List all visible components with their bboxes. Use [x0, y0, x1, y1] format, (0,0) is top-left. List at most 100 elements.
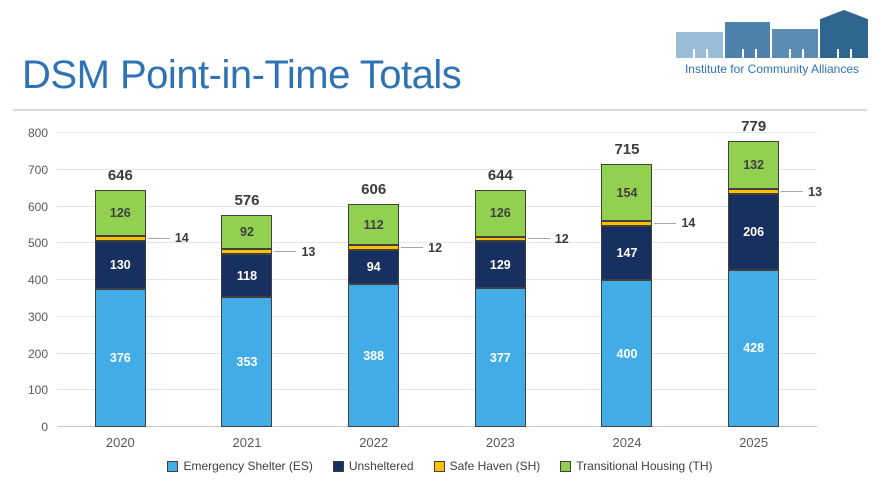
gridline: [57, 205, 817, 207]
logo-building-ticks: [682, 49, 717, 58]
segment-value-label: 94: [366, 260, 381, 275]
bar-segment: [474, 236, 526, 242]
stacked-bar: 644 377 129 12 126: [474, 167, 569, 427]
x-axis-label: 2021: [232, 435, 262, 450]
bar-column: 646 376 130 14 126: [57, 133, 189, 427]
bar-total-label: 646: [107, 166, 133, 184]
logo-house-icon: [820, 10, 868, 58]
segment-value-label: 126: [489, 206, 511, 221]
gridline: [57, 352, 817, 354]
bar-segment: 126: [94, 189, 146, 236]
stacked-bar: 606 388 94 12 112: [348, 181, 442, 427]
bar-column: 779 428 206 13 132: [690, 118, 822, 427]
segment-value-label: 14: [681, 216, 696, 231]
segment-value-label: 353: [236, 355, 258, 370]
segment-value-label: 129: [489, 257, 511, 272]
segment-value-label: 13: [301, 244, 316, 259]
leader-callout: 13: [274, 245, 315, 259]
bar-column: 644 377 129 12 126: [437, 133, 569, 427]
y-tick-label: 200: [27, 346, 48, 361]
segment-value-label: 132: [743, 158, 765, 172]
bar-segment: 428: [728, 269, 780, 427]
segment-value-label: 377: [489, 350, 511, 365]
segment-value-label: 12: [554, 231, 569, 246]
segment-value-label: 154: [616, 185, 638, 200]
legend-item: Unsheltered: [332, 459, 414, 473]
gridline: [57, 426, 817, 427]
legend-item: Safe Haven (SH): [433, 459, 540, 473]
x-axis-label: 2022: [359, 435, 389, 450]
leader-callout: 12: [401, 241, 442, 255]
segment-value-label: 12: [428, 240, 443, 255]
bar-segment: 129: [474, 241, 526, 289]
x-axis-label: 2023: [485, 435, 515, 450]
segment-value-label: 13: [808, 184, 823, 199]
gridline: [57, 168, 817, 170]
leader-line: [147, 237, 170, 239]
logo-building-icon: [772, 29, 818, 58]
logo-building-ticks: [826, 49, 862, 58]
bar-segment: 147: [601, 225, 653, 280]
bar-segment: 376: [94, 288, 146, 427]
bar-segment: 112: [348, 204, 400, 246]
legend-label: Emergency Shelter (ES): [183, 459, 313, 473]
leader-line: [274, 251, 297, 253]
bar-column: 715 400 147 14 154: [564, 133, 695, 427]
segment-value-label: 428: [743, 341, 765, 356]
gridline: [57, 279, 817, 280]
y-tick-label: 600: [27, 199, 48, 214]
leader-line: [527, 238, 550, 240]
segment-value-label: 14: [174, 231, 189, 246]
plot-area: 646 376 130 14 126 576 353 118 13 92 606 388 94 12 112…: [57, 118, 822, 427]
segment-value-label: 112: [363, 217, 384, 232]
bar-segment: [348, 245, 400, 250]
y-tick-label: 300: [27, 309, 48, 324]
bar-segment: 388: [348, 284, 400, 427]
bar-segment: 206: [728, 194, 780, 270]
gridline: [57, 132, 817, 133]
segment-value-label: 126: [109, 205, 131, 220]
legend-swatch-icon: [560, 460, 572, 472]
page-title: DSM Point-in-Time Totals: [22, 53, 462, 97]
gridline: [57, 389, 817, 391]
bar-segment: [601, 220, 653, 226]
leader-line: [401, 247, 424, 249]
segment-value-label: 206: [743, 224, 765, 239]
x-axis-label: 2024: [612, 435, 642, 450]
logo-building-ticks: [778, 49, 812, 58]
gridline: [57, 315, 817, 317]
y-tick-label: 0: [41, 420, 48, 434]
leader-callout: 12: [527, 231, 569, 246]
logo-building-icon: [676, 32, 723, 58]
y-tick-label: 800: [27, 126, 48, 140]
bar-segment: 130: [94, 241, 146, 289]
y-tick-label: 500: [27, 236, 48, 251]
bar-total-label: 715: [614, 141, 640, 159]
gridline: [57, 242, 817, 244]
segment-value-label: 376: [109, 350, 131, 365]
bar-column: 606 388 94 12 112: [310, 133, 442, 427]
bar-segment: 377: [474, 288, 526, 427]
bar-segment: 94: [348, 249, 400, 285]
legend-item: Emergency Shelter (ES): [167, 459, 313, 473]
logo-caption: Institute for Community Alliances: [684, 62, 860, 76]
legend-item: Transitional Housing (TH): [560, 459, 713, 473]
y-tick-label: 400: [27, 273, 48, 287]
bar-total-label: 779: [741, 117, 767, 135]
leader-line: [654, 222, 677, 224]
bar-segment: [728, 189, 780, 195]
header-divider: [13, 109, 867, 111]
leader-callout: 13: [781, 185, 822, 199]
segment-value-label: 92: [240, 225, 254, 240]
y-tick-label: 700: [27, 162, 48, 177]
bar-segment: 400: [601, 280, 653, 427]
bar-total-label: 644: [487, 167, 513, 185]
bar-column: 576 353 118 13 92: [184, 133, 315, 427]
bar-segment: 92: [221, 215, 273, 250]
bar-total-label: 606: [361, 181, 387, 199]
y-tick-label: 100: [27, 383, 48, 398]
bar-segment: 353: [221, 297, 273, 427]
legend-label: Unsheltered: [348, 459, 414, 473]
x-axis-label: 2020: [105, 435, 135, 450]
